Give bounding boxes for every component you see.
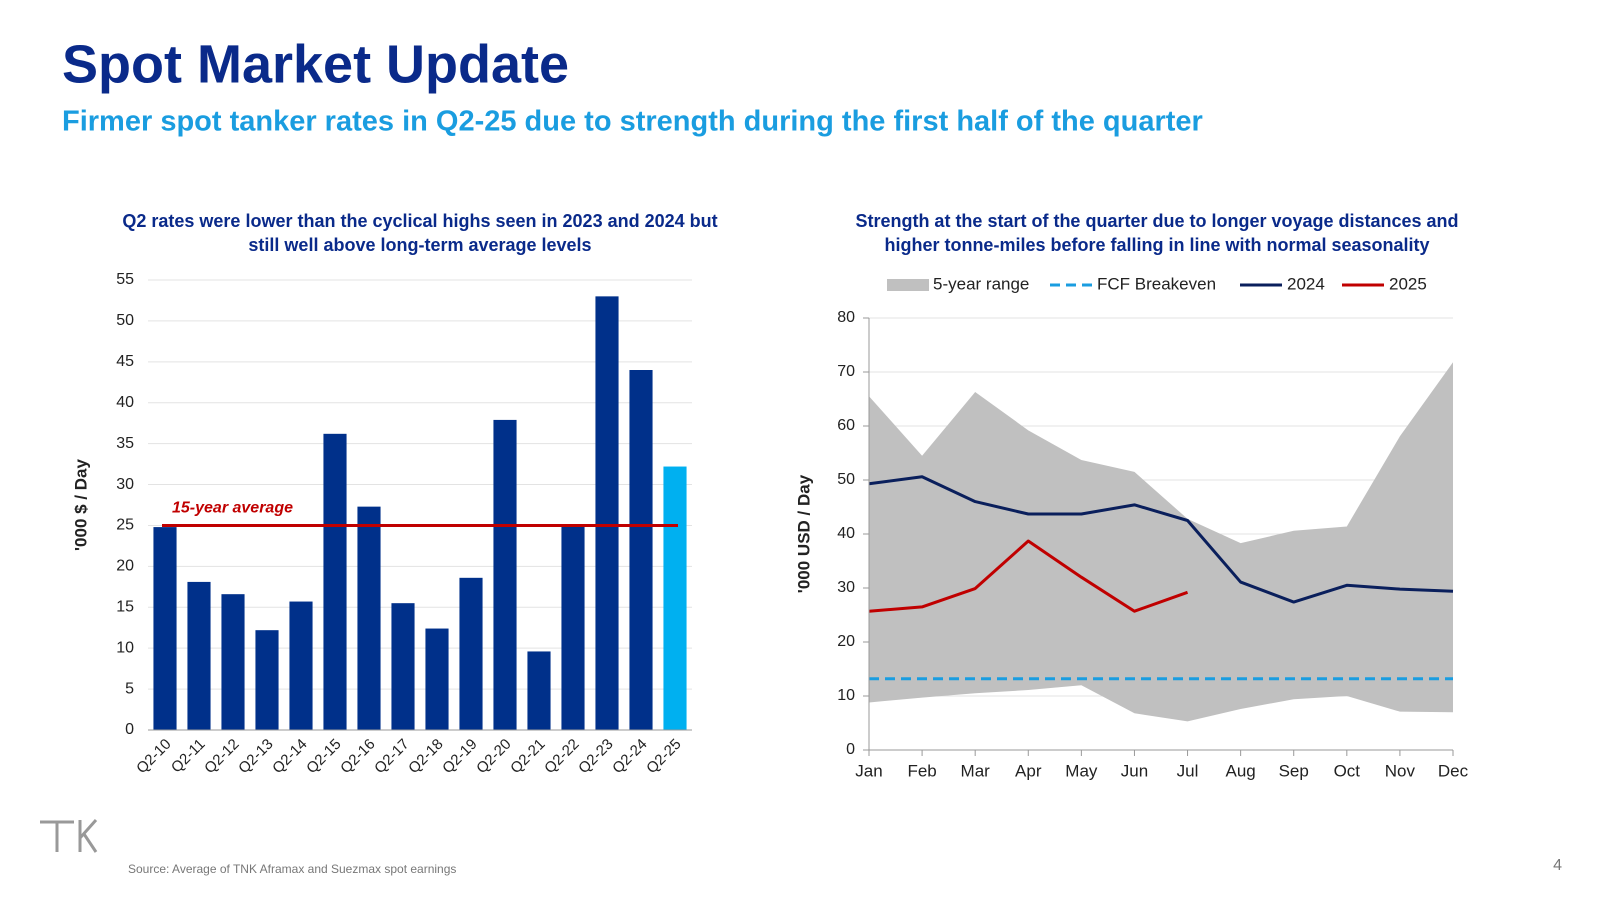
y-axis-label: '000 $ / Day bbox=[71, 458, 90, 550]
x-tick-label: Oct bbox=[1334, 761, 1361, 780]
series-line bbox=[868, 539, 1189, 613]
range-area bbox=[869, 362, 1453, 722]
bar bbox=[629, 370, 653, 730]
average-label: 15-year average bbox=[172, 500, 293, 517]
y-tick-label: 55 bbox=[116, 271, 134, 288]
y-tick-label: 40 bbox=[837, 525, 855, 542]
y-tick-label: 20 bbox=[837, 633, 855, 650]
bar bbox=[391, 603, 415, 730]
bar bbox=[255, 630, 279, 730]
y-tick-label: 20 bbox=[116, 558, 134, 575]
bar bbox=[425, 628, 449, 730]
x-tick-label: Q2-23 bbox=[575, 736, 617, 778]
x-tick-label: Apr bbox=[1015, 761, 1042, 780]
x-tick-label: Q2-13 bbox=[235, 736, 277, 778]
x-tick-label: Q2-17 bbox=[371, 736, 413, 778]
slide-subtitle: Firmer spot tanker rates in Q2-25 due to… bbox=[62, 106, 1203, 138]
bar bbox=[323, 433, 347, 730]
x-tick-label: Q2-18 bbox=[405, 736, 447, 778]
x-tick-label: Sep bbox=[1279, 761, 1309, 780]
y-tick-label: 70 bbox=[837, 363, 855, 380]
bar bbox=[493, 419, 517, 730]
y-axis-label: '000 USD / Day bbox=[794, 474, 813, 593]
bar bbox=[527, 651, 551, 730]
chart-title: Q2 rates were lower than the cyclical hi… bbox=[122, 211, 717, 231]
chart-title: still well above long-term average level… bbox=[248, 235, 591, 255]
y-tick-label: 60 bbox=[837, 417, 855, 434]
y-tick-label: 10 bbox=[837, 687, 855, 704]
x-tick-label: Q2-12 bbox=[201, 736, 243, 778]
chart-title: Strength at the start of the quarter due… bbox=[855, 211, 1458, 231]
legend-label: 2025 bbox=[1389, 274, 1427, 293]
x-tick-label: Q2-16 bbox=[337, 736, 379, 778]
x-tick-label: Jun bbox=[1121, 761, 1148, 780]
page-number: 4 bbox=[1553, 857, 1562, 874]
bar bbox=[289, 601, 313, 730]
bar bbox=[663, 466, 687, 730]
y-tick-label: 0 bbox=[846, 741, 855, 758]
x-tick-label: Feb bbox=[907, 761, 936, 780]
bar bbox=[153, 527, 177, 730]
y-tick-label: 0 bbox=[125, 721, 134, 738]
x-tick-label: Q2-15 bbox=[303, 736, 345, 778]
y-tick-label: 45 bbox=[116, 353, 134, 370]
x-tick-label: Dec bbox=[1438, 761, 1469, 780]
y-tick-label: 80 bbox=[837, 309, 855, 326]
y-tick-label: 15 bbox=[116, 598, 134, 615]
slide-title: Spot Market Update bbox=[62, 34, 569, 94]
y-tick-label: 5 bbox=[125, 680, 134, 697]
y-tick-label: 35 bbox=[116, 435, 134, 452]
x-tick-label: Jan bbox=[855, 761, 882, 780]
y-tick-label: 40 bbox=[116, 394, 134, 411]
source-note: Source: Average of TNK Aframax and Suezm… bbox=[128, 862, 456, 876]
x-tick-label: Mar bbox=[961, 761, 991, 780]
x-tick-label: Q2-21 bbox=[507, 736, 549, 778]
y-tick-label: 50 bbox=[116, 312, 134, 329]
x-tick-label: Q2-24 bbox=[609, 736, 651, 778]
x-tick-label: Aug bbox=[1226, 761, 1256, 780]
x-tick-label: Q2-11 bbox=[168, 736, 209, 777]
y-tick-label: 50 bbox=[837, 471, 855, 488]
y-tick-label: 30 bbox=[116, 476, 134, 493]
x-tick-label: Nov bbox=[1385, 761, 1416, 780]
x-tick-label: Q2-22 bbox=[541, 736, 583, 778]
legend-swatch bbox=[887, 279, 929, 291]
legend-label: FCF Breakeven bbox=[1097, 274, 1216, 293]
bar bbox=[357, 506, 381, 730]
y-tick-label: 30 bbox=[837, 579, 855, 596]
x-tick-label: Q2-20 bbox=[473, 736, 515, 778]
chart-title: higher tonne-miles before falling in lin… bbox=[884, 235, 1429, 255]
x-tick-label: Q2-14 bbox=[269, 736, 311, 778]
x-tick-label: Jul bbox=[1177, 761, 1199, 780]
x-tick-label: Q2-19 bbox=[439, 736, 481, 778]
y-tick-label: 25 bbox=[116, 517, 134, 534]
x-tick-label: Q2-25 bbox=[643, 736, 685, 778]
bar bbox=[187, 581, 211, 730]
bar bbox=[595, 296, 619, 730]
y-tick-label: 10 bbox=[116, 639, 134, 656]
legend-label: 2024 bbox=[1287, 274, 1325, 293]
bar bbox=[221, 594, 245, 730]
x-tick-label: May bbox=[1065, 761, 1098, 780]
logo bbox=[40, 819, 98, 853]
bar bbox=[459, 577, 483, 730]
series-line bbox=[868, 475, 1454, 604]
x-tick-label: Q2-10 bbox=[133, 736, 175, 778]
bar bbox=[561, 524, 585, 730]
legend-label: 5-year range bbox=[933, 274, 1029, 293]
